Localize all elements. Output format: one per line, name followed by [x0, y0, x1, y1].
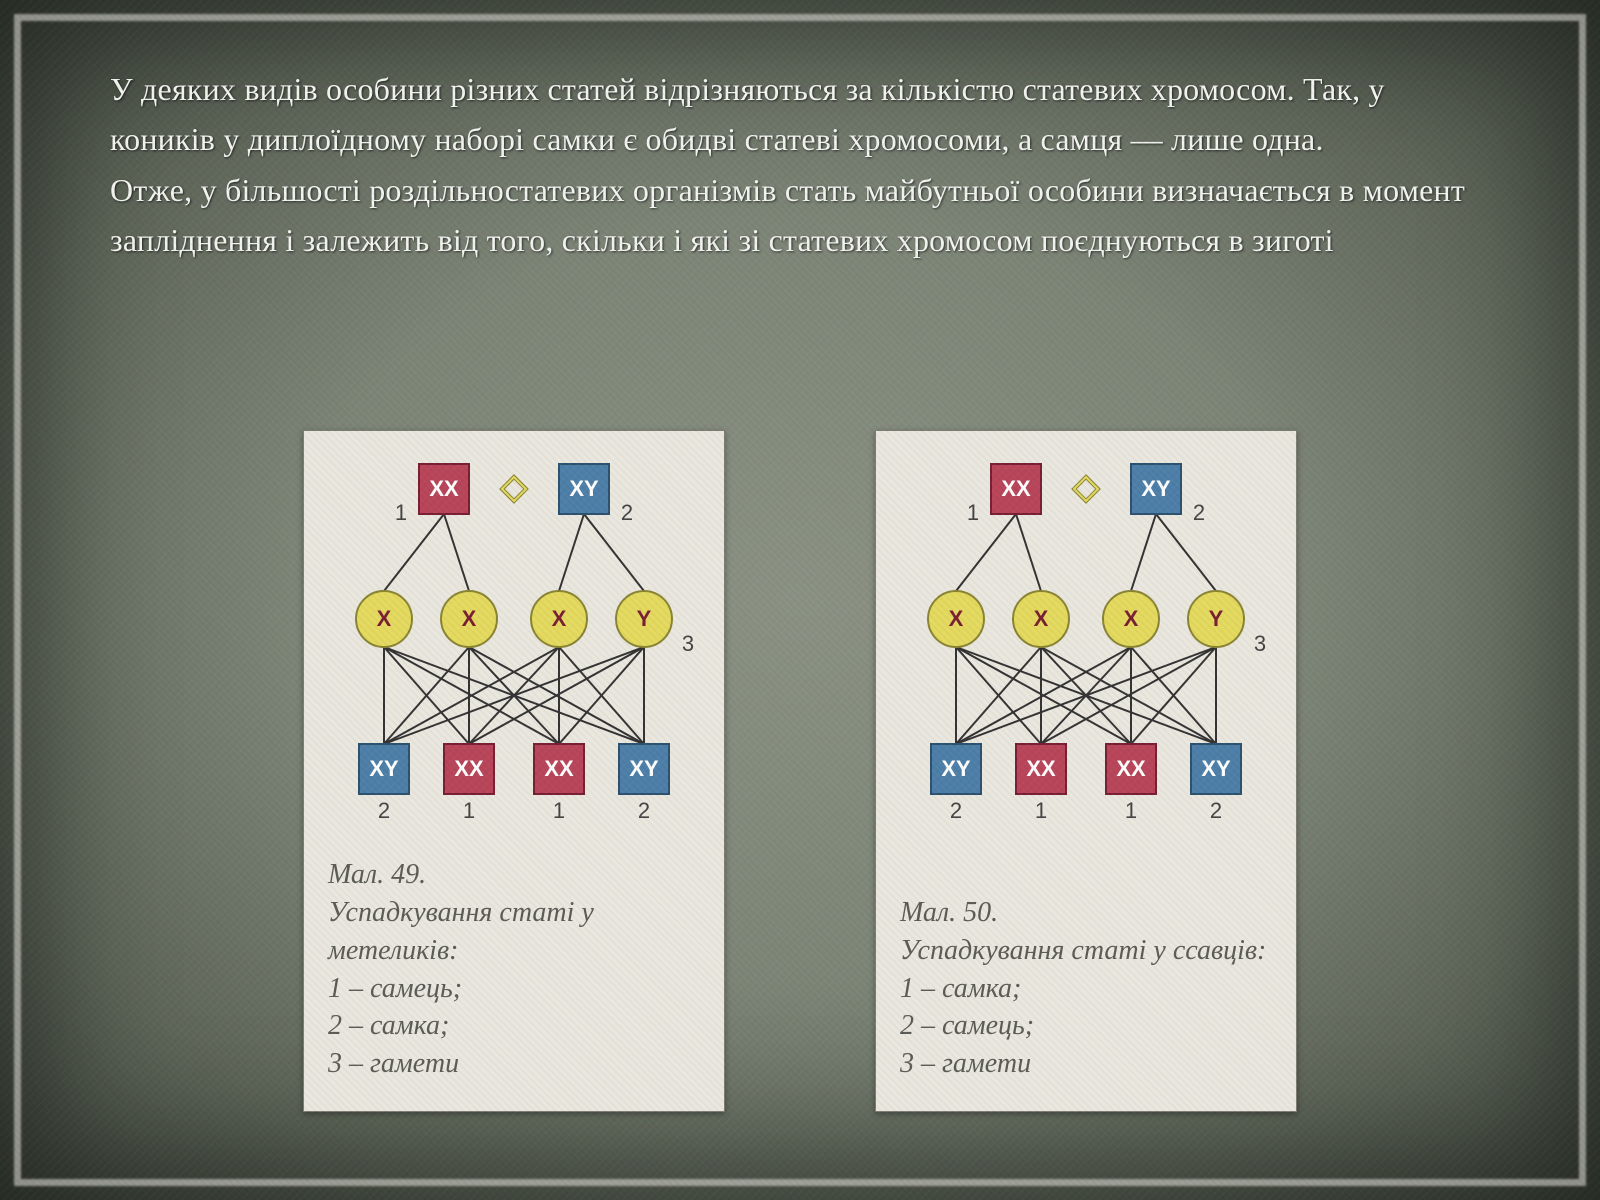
svg-text:Y: Y [1209, 606, 1224, 631]
caption-title: Мал. 49. [328, 856, 700, 894]
caption-line: 1 – самка; [900, 970, 1272, 1008]
figure-50-diagram: XX1XY2XXXY3XY2XX1XX1XY2 [896, 449, 1276, 869]
svg-text:X: X [462, 606, 477, 631]
svg-text:X: X [949, 606, 964, 631]
caption-subtitle: Успадкування статі у ссавців: [900, 932, 1272, 970]
svg-text:2: 2 [378, 798, 390, 823]
svg-text:2: 2 [1210, 798, 1222, 823]
svg-text:XY: XY [941, 756, 971, 781]
svg-text:X: X [1034, 606, 1049, 631]
svg-text:2: 2 [950, 798, 962, 823]
caption-line: 3 – гамети [900, 1045, 1272, 1083]
caption-line: 2 – самець; [900, 1007, 1272, 1045]
body-text: У деяких видів особини різних статей від… [110, 65, 1480, 267]
caption-line: 1 – самець; [328, 970, 700, 1008]
svg-text:2: 2 [1193, 500, 1205, 525]
svg-text:XY: XY [569, 476, 599, 501]
svg-text:1: 1 [967, 500, 979, 525]
caption-subtitle: Успадкування статі у метеликів: [328, 894, 700, 970]
figure-50-card: XX1XY2XXXY3XY2XX1XX1XY2 Мал. 50. Успадку… [875, 430, 1297, 1112]
svg-text:X: X [552, 606, 567, 631]
svg-text:XY: XY [629, 756, 659, 781]
svg-text:X: X [377, 606, 392, 631]
svg-text:3: 3 [1254, 631, 1266, 656]
svg-text:XY: XY [369, 756, 399, 781]
svg-text:XX: XX [454, 756, 484, 781]
svg-text:X: X [1124, 606, 1139, 631]
figures-row: XX1XY2XXXY3XY2XX1XX1XY2 Мал. 49. Успадку… [0, 430, 1600, 1160]
paragraph-1: У деяких видів особини різних статей від… [110, 65, 1480, 164]
caption-line: 3 – гамети [328, 1045, 700, 1083]
svg-text:2: 2 [638, 798, 650, 823]
svg-text:1: 1 [463, 798, 475, 823]
svg-text:1: 1 [395, 500, 407, 525]
caption-line: 2 – самка; [328, 1007, 700, 1045]
figure-49-diagram: XX1XY2XXXY3XY2XX1XX1XY2 [324, 449, 704, 869]
figure-50-caption: Мал. 50. Успадкування статі у ссавців: 1… [900, 894, 1272, 1083]
caption-title: Мал. 50. [900, 894, 1272, 932]
svg-text:XX: XX [544, 756, 574, 781]
svg-text:1: 1 [553, 798, 565, 823]
svg-text:XY: XY [1201, 756, 1231, 781]
figure-49-card: XX1XY2XXXY3XY2XX1XX1XY2 Мал. 49. Успадку… [303, 430, 725, 1112]
figure-49-caption: Мал. 49. Успадкування статі у метеликів:… [328, 856, 700, 1083]
slide: У деяких видів особини різних статей від… [0, 0, 1600, 1200]
svg-text:XX: XX [1001, 476, 1031, 501]
svg-text:2: 2 [621, 500, 633, 525]
svg-text:XY: XY [1141, 476, 1171, 501]
paragraph-2: Отже, у більшості роздільностатевих орга… [110, 166, 1480, 265]
svg-text:Y: Y [637, 606, 652, 631]
svg-text:XX: XX [1026, 756, 1056, 781]
svg-text:XX: XX [429, 476, 459, 501]
svg-text:XX: XX [1116, 756, 1146, 781]
svg-text:1: 1 [1035, 798, 1047, 823]
svg-text:1: 1 [1125, 798, 1137, 823]
svg-text:3: 3 [682, 631, 694, 656]
